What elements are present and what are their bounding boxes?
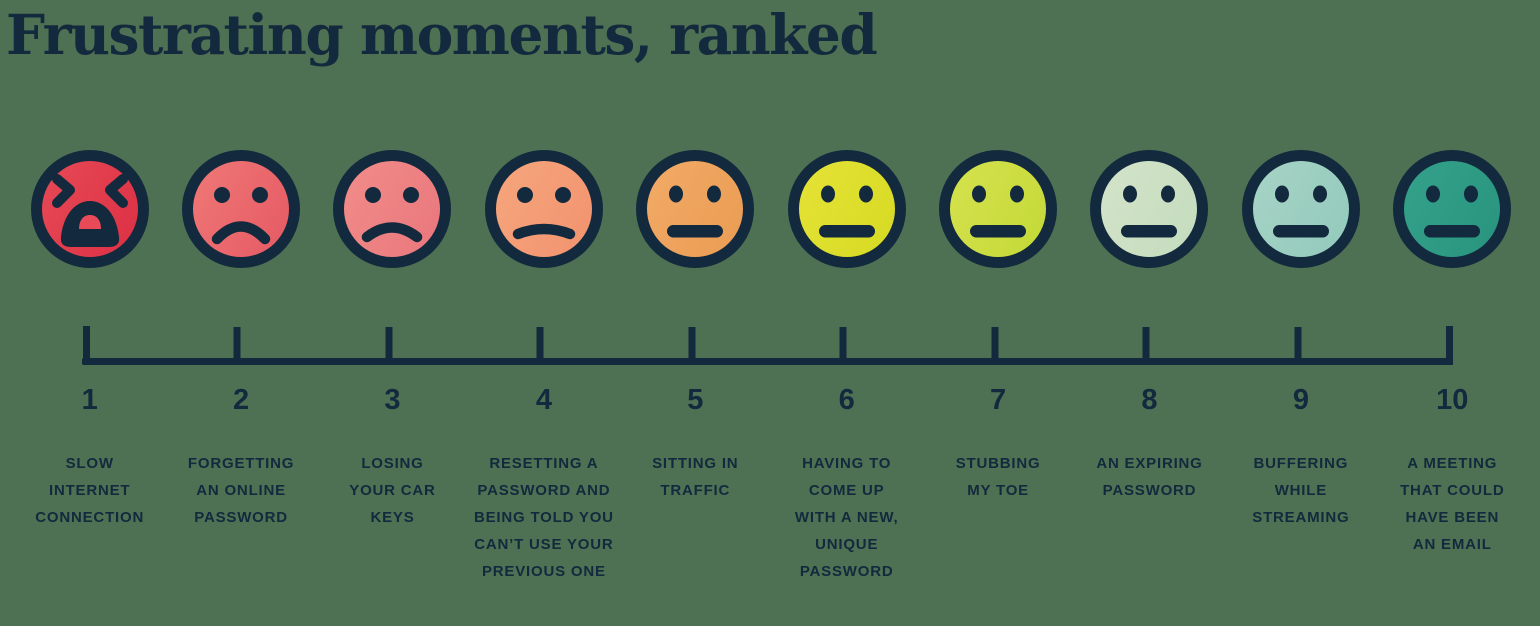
face-cell bbox=[1074, 149, 1225, 271]
rank-number: 10 bbox=[1436, 384, 1469, 416]
straight-mouth bbox=[1272, 225, 1329, 238]
right-eye bbox=[1464, 185, 1479, 203]
neutral-face-icon bbox=[636, 150, 755, 268]
rank-labels-row: SLOW INTERNET CONNECTION FORGETTING AN ON… bbox=[14, 450, 1528, 585]
scale-tick bbox=[536, 327, 544, 359]
frowning-face-icon bbox=[333, 150, 452, 268]
straight-mouth bbox=[1121, 225, 1178, 238]
face-cell bbox=[771, 149, 922, 271]
straight-mouth bbox=[1424, 225, 1481, 238]
scale-tick bbox=[991, 327, 999, 359]
rank-label: SITTING IN TRAFFIC bbox=[652, 455, 739, 499]
mouth-opening bbox=[78, 215, 101, 229]
rank-number: 1 bbox=[81, 384, 98, 416]
face-circle bbox=[1241, 150, 1360, 268]
face-circle bbox=[182, 150, 301, 268]
left-eye bbox=[365, 187, 382, 203]
page-title: Frustrating moments, ranked bbox=[6, 2, 878, 67]
scale-ruler bbox=[82, 326, 1453, 365]
rank-number: 3 bbox=[384, 384, 401, 416]
right-eye bbox=[1312, 185, 1327, 203]
rank-number: 9 bbox=[1292, 384, 1309, 416]
rank-label: RESETTING A PASSWORD AND BEING TOLD YOU … bbox=[473, 455, 614, 580]
left-eye bbox=[1426, 185, 1441, 203]
straight-mouth bbox=[818, 225, 875, 238]
angry-squint-right-eye bbox=[104, 174, 128, 208]
scale-tick bbox=[1142, 327, 1150, 359]
rank-label: STUBBING MY TOE bbox=[955, 455, 1041, 499]
rank-number: 2 bbox=[233, 384, 250, 416]
straight-mouth bbox=[970, 225, 1027, 238]
rank-label: FORGETTING AN ONLINE PASSWORD bbox=[187, 455, 295, 526]
left-eye bbox=[1274, 185, 1289, 203]
scale-tick bbox=[839, 327, 847, 359]
scale-tick bbox=[688, 327, 696, 359]
face-circle bbox=[939, 150, 1058, 268]
neutral-face-icon bbox=[1090, 150, 1209, 268]
face-circle bbox=[787, 150, 906, 268]
neutral-face-icon bbox=[1393, 150, 1512, 268]
face-cell bbox=[620, 149, 771, 271]
left-eye bbox=[972, 185, 987, 203]
rank-number: 4 bbox=[535, 384, 552, 416]
rank-label: LOSING YOUR CAR KEYS bbox=[349, 455, 436, 526]
neutral-face-icon bbox=[1241, 150, 1360, 268]
wailing-face-icon bbox=[30, 150, 149, 268]
right-eye bbox=[707, 185, 722, 203]
sad-face-icon bbox=[182, 150, 301, 268]
rank-label: SLOW INTERNET CONNECTION bbox=[35, 455, 145, 526]
left-eye bbox=[214, 187, 231, 203]
right-eye bbox=[1010, 185, 1025, 203]
face-cell bbox=[468, 149, 619, 271]
face-cell bbox=[317, 149, 468, 271]
rank-label: AN EXPIRING PASSWORD bbox=[1096, 455, 1203, 499]
right-eye bbox=[858, 185, 873, 203]
scale-end-tick-right bbox=[1445, 326, 1453, 365]
right-eye bbox=[403, 187, 420, 203]
rank-label: HAVING TO COME UP WITH A NEW, UNIQUE PAS… bbox=[794, 455, 899, 580]
face-cell bbox=[922, 149, 1073, 271]
angry-squint-left-eye bbox=[51, 174, 75, 208]
rank-number: 5 bbox=[687, 384, 704, 416]
neutral-face-icon bbox=[939, 150, 1058, 268]
deep-frown-mouth bbox=[211, 221, 271, 245]
rank-number: 7 bbox=[990, 384, 1007, 416]
face-circle bbox=[1393, 150, 1512, 268]
face-cell bbox=[165, 149, 316, 271]
left-eye bbox=[820, 185, 835, 203]
scale-tick bbox=[385, 327, 393, 359]
right-eye bbox=[554, 187, 571, 203]
scale-baseline bbox=[82, 358, 1453, 365]
neutral-face-icon bbox=[787, 150, 906, 268]
left-eye bbox=[669, 185, 684, 203]
face-circle bbox=[484, 150, 603, 268]
slight-frown-mouth bbox=[512, 223, 576, 240]
left-eye bbox=[516, 187, 533, 203]
face-circle bbox=[636, 150, 755, 268]
rank-number: 6 bbox=[838, 384, 855, 416]
slight-frown-face-icon bbox=[484, 150, 603, 268]
face-cell bbox=[1377, 149, 1528, 271]
scale-tick bbox=[1294, 327, 1302, 359]
rank-number: 8 bbox=[1141, 384, 1158, 416]
right-eye bbox=[1161, 185, 1176, 203]
rank-numbers-row: 1 2 3 4 5 6 7 8 9 10 bbox=[14, 384, 1528, 417]
face-cell bbox=[1225, 149, 1376, 271]
scale-tick bbox=[233, 327, 241, 359]
straight-mouth bbox=[667, 225, 724, 238]
right-eye bbox=[252, 187, 269, 203]
rank-label: BUFFERING WHILE STREAMING bbox=[1252, 455, 1350, 526]
frown-mouth bbox=[362, 222, 423, 243]
rank-label: A MEETING THAT COULD HAVE BEEN AN EMAIL bbox=[1400, 455, 1505, 553]
face-circle bbox=[1090, 150, 1209, 268]
scale-end-tick-left bbox=[82, 326, 90, 365]
left-eye bbox=[1123, 185, 1138, 203]
face-cell bbox=[14, 149, 165, 271]
face-circle bbox=[333, 150, 452, 268]
faces-row bbox=[14, 149, 1528, 271]
